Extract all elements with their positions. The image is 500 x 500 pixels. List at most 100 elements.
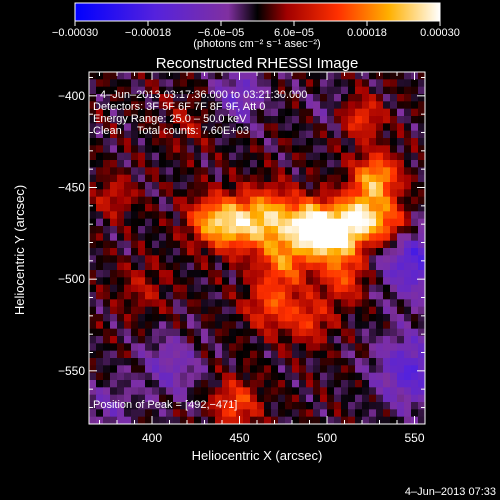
heatmap-cell xyxy=(376,299,384,308)
heatmap-cell xyxy=(194,306,202,315)
heatmap-cell xyxy=(194,145,202,154)
heatmap-cell xyxy=(327,226,335,234)
heatmap-cell xyxy=(131,328,139,337)
heatmap-cell xyxy=(187,365,195,374)
heatmap-cell xyxy=(355,299,363,308)
heatmap-cell xyxy=(355,218,363,227)
heatmap-cell xyxy=(215,402,223,410)
heatmap-cell xyxy=(166,292,174,300)
heatmap-cell xyxy=(271,189,279,198)
heatmap-cell xyxy=(138,255,146,264)
heatmap-cell xyxy=(236,270,244,278)
heatmap-cell xyxy=(369,343,377,352)
heatmap-cell xyxy=(348,167,356,176)
heatmap-cell xyxy=(397,72,405,80)
heatmap-cell xyxy=(166,174,174,183)
heatmap-cell xyxy=(117,358,125,366)
heatmap-cell xyxy=(306,248,314,256)
heatmap-cell xyxy=(411,86,419,95)
heatmap-cell xyxy=(278,262,286,271)
heatmap-cell xyxy=(341,182,349,190)
heatmap-cell xyxy=(299,138,307,146)
heatmap-cell xyxy=(103,248,111,256)
heatmap-cell xyxy=(327,233,335,242)
heatmap-cell xyxy=(418,365,425,374)
heatmap-cell xyxy=(292,314,300,322)
heatmap-cell xyxy=(103,277,111,286)
heatmap-cell xyxy=(173,321,181,330)
heatmap-cell xyxy=(383,409,391,418)
heatmap-cell xyxy=(369,336,377,344)
heatmap-cell xyxy=(166,123,174,132)
heatmap-cell xyxy=(292,196,300,205)
heatmap-cell xyxy=(236,211,244,220)
heatmap-cell xyxy=(327,270,335,278)
heatmap-cell xyxy=(411,182,419,190)
heatmap-cell xyxy=(411,152,419,161)
heatmap-cell xyxy=(341,226,349,234)
heatmap-cell xyxy=(131,365,139,374)
heatmap-cell xyxy=(285,365,293,374)
heatmap-cell xyxy=(292,248,300,256)
heatmap-cell xyxy=(306,277,314,286)
heatmap-cell xyxy=(229,116,237,124)
heatmap-cell xyxy=(243,116,251,124)
heatmap-cell xyxy=(383,292,391,300)
heatmap-cell xyxy=(334,233,342,242)
heatmap-cell xyxy=(285,123,293,132)
heatmap-cell xyxy=(194,152,202,161)
heatmap-cell xyxy=(299,350,307,359)
heatmap-cell xyxy=(103,160,111,168)
heatmap-cell xyxy=(229,167,237,176)
heatmap-cell xyxy=(411,167,419,176)
heatmap-cell xyxy=(166,350,174,359)
heatmap-cell xyxy=(187,292,195,300)
heatmap-cell xyxy=(250,248,258,256)
heatmap-cell xyxy=(103,314,111,322)
heatmap-cell xyxy=(124,321,132,330)
heatmap-cell xyxy=(110,233,118,242)
heatmap-cell xyxy=(138,394,146,403)
heatmap-cell xyxy=(418,218,425,227)
heatmap-cell xyxy=(285,189,293,198)
heatmap-cell xyxy=(236,292,244,300)
heatmap-cell xyxy=(103,262,111,271)
heatmap-cell xyxy=(236,321,244,330)
heatmap-cell xyxy=(397,321,405,330)
heatmap-cell xyxy=(313,350,321,359)
heatmap-cell xyxy=(390,72,398,80)
heatmap-cell xyxy=(159,416,167,424)
heatmap-cell xyxy=(285,270,293,278)
heatmap-cell xyxy=(271,328,279,337)
heatmap-cell xyxy=(285,204,293,212)
heatmap-cell xyxy=(327,292,335,300)
heatmap-cell xyxy=(320,299,328,308)
heatmap-cell xyxy=(124,270,132,278)
heatmap-cell xyxy=(320,306,328,315)
heatmap-cell xyxy=(278,255,286,264)
heatmap-cell xyxy=(271,145,279,154)
heatmap-cell xyxy=(362,196,370,205)
heatmap-cell xyxy=(201,94,209,102)
heatmap-cell xyxy=(89,387,97,396)
heatmap-cell xyxy=(243,108,251,117)
heatmap-cell xyxy=(152,145,160,154)
heatmap-cell xyxy=(334,108,342,117)
heatmap-cell xyxy=(208,380,216,388)
heatmap-cell xyxy=(236,204,244,212)
heatmap-cell xyxy=(250,182,258,190)
heatmap-cell xyxy=(208,86,216,95)
heatmap-cell xyxy=(390,292,398,300)
heatmap-cell xyxy=(313,204,321,212)
heatmap-cell xyxy=(390,226,398,234)
heatmap-cell xyxy=(306,204,314,212)
heatmap-cell xyxy=(229,248,237,256)
heatmap-cell xyxy=(271,292,279,300)
heatmap-cell xyxy=(215,152,223,161)
heatmap-cell xyxy=(411,409,419,418)
heatmap-cell xyxy=(306,372,314,381)
heatmap-cell xyxy=(173,79,181,88)
heatmap-cell xyxy=(236,306,244,315)
heatmap-cell xyxy=(264,218,272,227)
heatmap-cell xyxy=(271,387,279,396)
